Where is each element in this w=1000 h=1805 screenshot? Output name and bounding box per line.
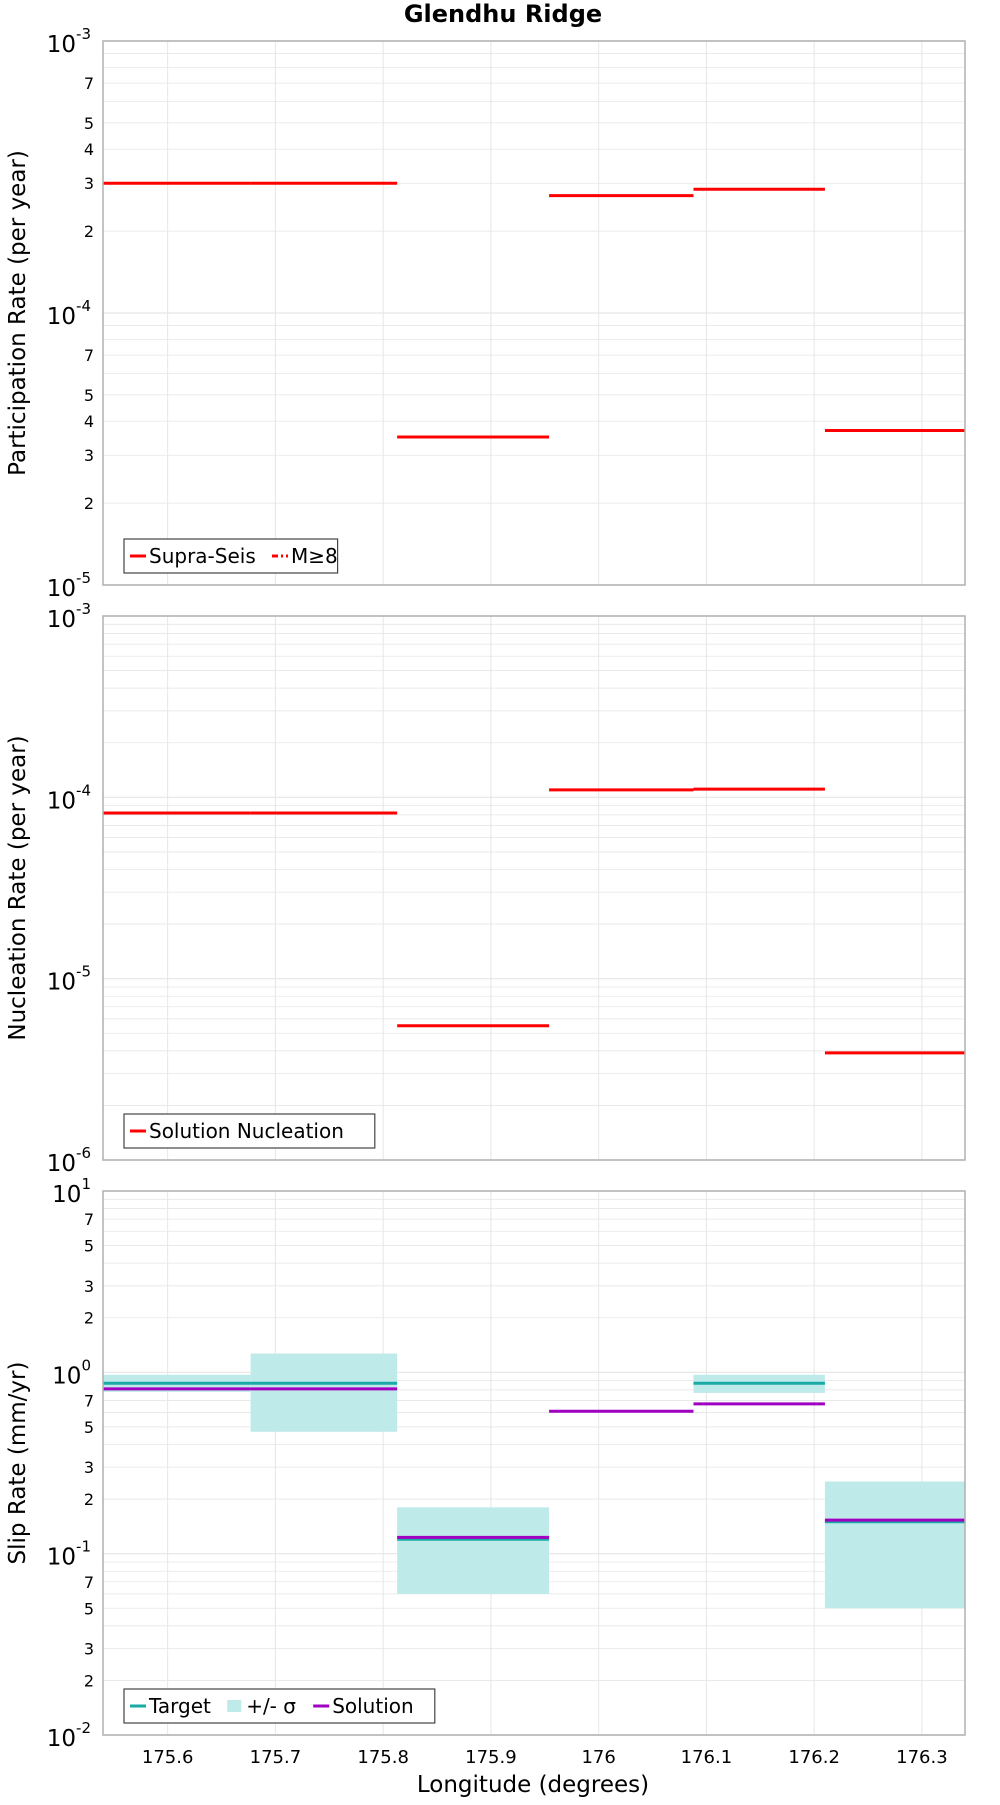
y-tick-label: 3 xyxy=(84,446,94,465)
y-tick-label: 10-5 xyxy=(47,569,91,602)
y-tick-label: 3 xyxy=(84,1639,94,1658)
y-tick-label: 5 xyxy=(84,386,94,405)
y-tick-exponent: -4 xyxy=(76,781,91,799)
y-tick-label: 3 xyxy=(84,174,94,193)
y-tick-label: 5 xyxy=(84,1418,94,1437)
y-tick-label: 5 xyxy=(84,1237,94,1256)
y-tick-exponent: -4 xyxy=(76,297,91,315)
y-tick-label: 10-3 xyxy=(47,25,91,58)
y-tick-label: 2 xyxy=(84,1671,94,1690)
y-tick-exponent: -2 xyxy=(76,1719,91,1737)
y-tick-label: 7 xyxy=(84,1210,94,1229)
y-tick-label: 10-3 xyxy=(47,600,91,633)
legend-label: Solution xyxy=(332,1694,413,1718)
plot-area xyxy=(103,616,965,1160)
y-tick-label: 7 xyxy=(84,74,94,93)
legend-label: +/- σ xyxy=(246,1694,296,1718)
x-axis-label: Longitude (degrees) xyxy=(417,1772,649,1798)
y-axis-label: Slip Rate (mm/yr) xyxy=(5,1362,31,1565)
y-tick-label: 100 xyxy=(52,1356,91,1389)
chart-panel-2: 10-6 10-5 10-4 10-3 Nucleation Rate (per yea… xyxy=(5,600,966,1177)
y-tick-label: 7 xyxy=(84,1573,94,1592)
y-tick-label: 10-4 xyxy=(47,781,91,814)
y-tick-label: 10-5 xyxy=(47,963,91,996)
y-axis-label: Participation Rate (per year) xyxy=(5,150,31,476)
legend-label: Solution Nucleation xyxy=(149,1119,344,1143)
legend: Supra-Seis M≥8 xyxy=(123,538,339,574)
legend-label: M≥8 xyxy=(291,544,338,568)
plot-frame xyxy=(102,1190,966,1736)
y-tick-exponent: -1 xyxy=(76,1538,91,1556)
x-tick-label: 176.2 xyxy=(788,1747,840,1768)
y-tick-label: 10-6 xyxy=(47,1144,91,1177)
y-tick-label: 5 xyxy=(84,114,94,133)
y-tick-label: 3 xyxy=(84,1277,94,1296)
y-tick-label: 2 xyxy=(84,494,94,513)
y-tick-exponent: -5 xyxy=(76,963,91,981)
x-tick-label: 175.8 xyxy=(357,1747,409,1768)
x-tick-label: 176.3 xyxy=(896,1747,948,1768)
y-axis-label: Nucleation Rate (per year) xyxy=(5,735,31,1040)
x-tick-label: 175.7 xyxy=(250,1747,302,1768)
sigma-band xyxy=(824,1481,965,1609)
y-tick-label: 7 xyxy=(84,1391,94,1410)
y-tick-label: 10-1 xyxy=(47,1538,91,1571)
y-tick-exponent: -6 xyxy=(76,1144,91,1162)
legend-box xyxy=(123,1113,376,1149)
y-tick-exponent: 1 xyxy=(81,1175,91,1193)
legend: Solution Nucleation xyxy=(123,1113,376,1149)
x-tick-label: 175.6 xyxy=(142,1747,194,1768)
y-tick-label: 2 xyxy=(84,1490,94,1509)
y-tick-label: 4 xyxy=(84,412,94,431)
plot-area xyxy=(103,1191,965,1735)
chart-panel-1: 10-5 2 3 4 5 7 10-4 2 3 4 5 7 10-3 Participation Rate… xyxy=(5,25,966,602)
legend-swatch xyxy=(227,1700,242,1712)
x-tick-label: 176 xyxy=(581,1747,615,1768)
y-tick-label: 3 xyxy=(84,1458,94,1477)
y-tick-exponent: -5 xyxy=(76,569,91,587)
plot-frame xyxy=(102,615,966,1161)
y-tick-label: 7 xyxy=(84,346,94,365)
chart-title: Glendhu Ridge xyxy=(404,0,602,28)
y-tick-exponent: -3 xyxy=(76,600,91,618)
y-tick-label: 2 xyxy=(84,1309,94,1328)
y-tick-label: 10-4 xyxy=(47,297,91,330)
y-tick-exponent: -3 xyxy=(76,25,91,43)
legend-label: Target xyxy=(148,1694,211,1718)
y-tick-label: 10-2 xyxy=(47,1719,91,1752)
y-tick-label: 101 xyxy=(52,1175,91,1208)
y-tick-label: 5 xyxy=(84,1599,94,1618)
legend-box xyxy=(123,538,339,574)
x-tick-label: 175.9 xyxy=(465,1747,517,1768)
y-tick-label: 2 xyxy=(84,222,94,241)
legend-box xyxy=(123,1688,436,1724)
legend-label: Supra-Seis xyxy=(149,544,256,568)
y-tick-exponent: 0 xyxy=(81,1356,91,1374)
sigma-band xyxy=(250,1353,398,1432)
y-tick-label: 4 xyxy=(84,140,94,159)
sigma-band xyxy=(397,1507,550,1594)
legend: Target +/- σ Solution xyxy=(123,1688,436,1724)
x-tick-label: 176.1 xyxy=(681,1747,733,1768)
plot-frame xyxy=(102,40,966,586)
